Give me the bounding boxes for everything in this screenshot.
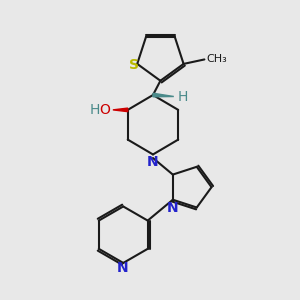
Text: H: H (177, 89, 188, 103)
Text: N: N (167, 201, 178, 215)
Text: CH₃: CH₃ (207, 54, 227, 64)
Polygon shape (113, 108, 128, 112)
Text: O: O (100, 103, 110, 117)
Text: N: N (117, 261, 128, 275)
Text: S: S (129, 58, 139, 72)
Polygon shape (153, 93, 174, 97)
Text: H: H (90, 103, 101, 117)
Text: N: N (147, 155, 159, 169)
